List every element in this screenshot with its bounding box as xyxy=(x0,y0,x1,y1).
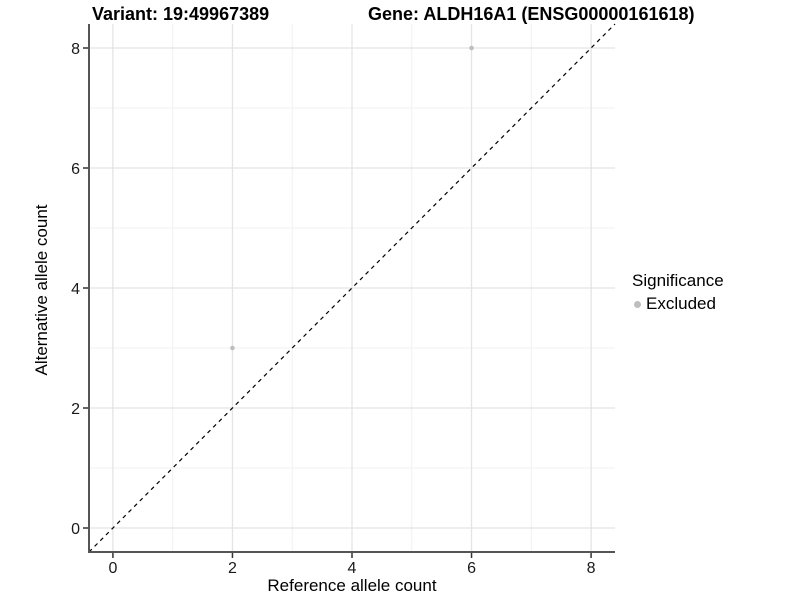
data-point xyxy=(469,45,474,51)
x-axis-title: Reference allele count xyxy=(267,576,437,595)
x-tick-label: 8 xyxy=(587,560,596,577)
x-tick-label: 0 xyxy=(108,560,117,577)
variant-title: Variant: 19:49967389 xyxy=(92,4,270,24)
gene-title: Gene: ALDH16A1 (ENSG00000161618) xyxy=(368,4,695,24)
x-tick-label: 2 xyxy=(228,560,237,577)
y-tick-label: 0 xyxy=(71,521,80,538)
legend-item-label: Excluded xyxy=(646,294,716,313)
y-axis-title: Alternative allele count xyxy=(32,204,51,376)
legend-title: Significance xyxy=(632,271,724,290)
x-tick-label: 6 xyxy=(467,560,476,577)
legend: Significance Excluded xyxy=(632,271,724,314)
y-tick-label: 6 xyxy=(71,161,80,178)
legend-point-icon xyxy=(634,300,641,308)
y-tick-label: 8 xyxy=(71,41,80,58)
data-point xyxy=(230,345,235,351)
y-tick-label: 4 xyxy=(71,281,80,298)
legend-item-excluded: Excluded xyxy=(632,294,724,314)
y-tick-label: 2 xyxy=(71,401,80,418)
x-tick-label: 4 xyxy=(348,560,357,577)
